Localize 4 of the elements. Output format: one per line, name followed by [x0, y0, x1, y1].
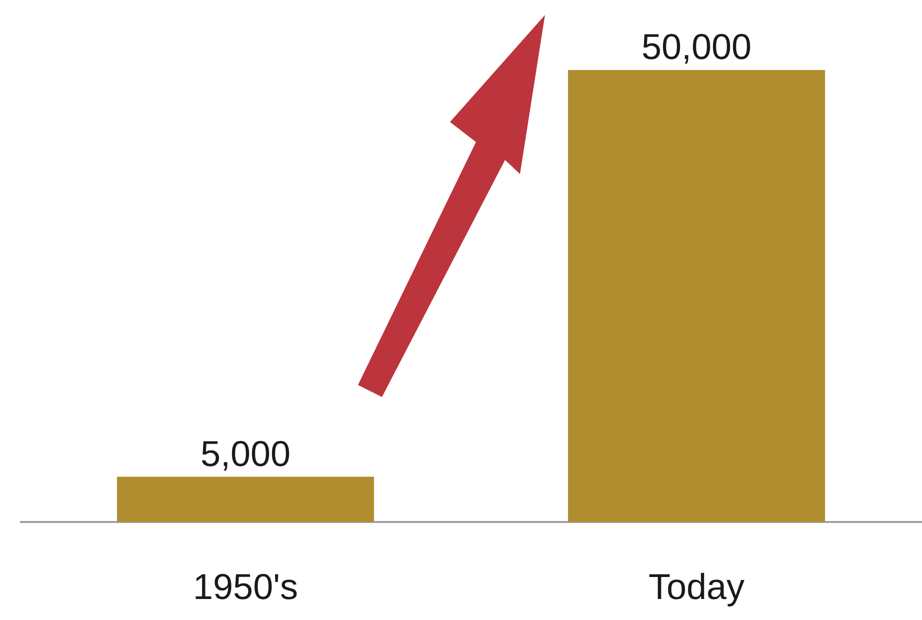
x-tick-label: 1950's: [193, 566, 298, 607]
data-label: 5,000: [200, 432, 291, 474]
data-label: 50,000: [641, 26, 752, 67]
x-tick-label: Today: [648, 566, 745, 607]
